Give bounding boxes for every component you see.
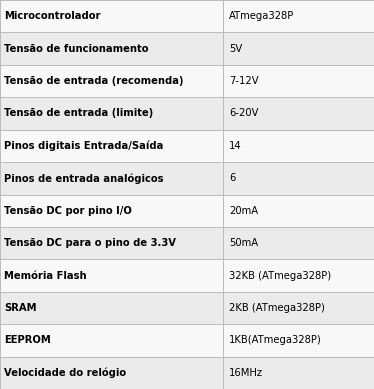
Bar <box>0 162 223 194</box>
Text: Memória Flash: Memória Flash <box>4 270 87 280</box>
Bar <box>223 357 374 389</box>
Text: Tensão DC para o pino de 3.3V: Tensão DC para o pino de 3.3V <box>4 238 177 248</box>
Text: Tensão de entrada (recomenda): Tensão de entrada (recomenda) <box>4 76 184 86</box>
Text: 2KB (ATmega328P): 2KB (ATmega328P) <box>229 303 325 313</box>
Text: EEPROM: EEPROM <box>4 335 51 345</box>
Text: ATmega328P: ATmega328P <box>229 11 294 21</box>
Bar <box>223 324 374 357</box>
Text: Tensão DC por pino I/O: Tensão DC por pino I/O <box>4 206 132 216</box>
Text: 50mA: 50mA <box>229 238 258 248</box>
Bar <box>223 194 374 227</box>
Bar <box>0 130 223 162</box>
Bar <box>0 292 223 324</box>
Text: 20mA: 20mA <box>229 206 258 216</box>
Text: 16MHz: 16MHz <box>229 368 263 378</box>
Text: SRAM: SRAM <box>4 303 37 313</box>
Bar <box>223 227 374 259</box>
Bar <box>0 65 223 97</box>
Text: Microcontrolador: Microcontrolador <box>4 11 101 21</box>
Text: Pinos digitais Entrada/Saída: Pinos digitais Entrada/Saída <box>4 141 164 151</box>
Text: Pinos de entrada analógicos: Pinos de entrada analógicos <box>4 173 164 184</box>
Bar <box>0 357 223 389</box>
Text: 5V: 5V <box>229 44 242 54</box>
Text: 1KB(ATmega328P): 1KB(ATmega328P) <box>229 335 322 345</box>
Bar <box>223 65 374 97</box>
Bar <box>0 227 223 259</box>
Bar <box>223 292 374 324</box>
Bar <box>0 259 223 292</box>
Bar <box>223 32 374 65</box>
Text: 6: 6 <box>229 173 236 183</box>
Bar <box>223 97 374 130</box>
Bar <box>223 130 374 162</box>
Text: Tensão de funcionamento: Tensão de funcionamento <box>4 44 149 54</box>
Bar <box>223 259 374 292</box>
Bar <box>0 0 223 32</box>
Bar <box>0 32 223 65</box>
Text: Tensão de entrada (limite): Tensão de entrada (limite) <box>4 109 154 119</box>
Text: 7-12V: 7-12V <box>229 76 259 86</box>
Text: Velocidade do relógio: Velocidade do relógio <box>4 368 127 378</box>
Bar <box>0 324 223 357</box>
Bar <box>0 194 223 227</box>
Bar <box>0 97 223 130</box>
Text: 32KB (ATmega328P): 32KB (ATmega328P) <box>229 270 331 280</box>
Text: 14: 14 <box>229 141 242 151</box>
Bar <box>223 162 374 194</box>
Text: 6-20V: 6-20V <box>229 109 259 119</box>
Bar <box>223 0 374 32</box>
